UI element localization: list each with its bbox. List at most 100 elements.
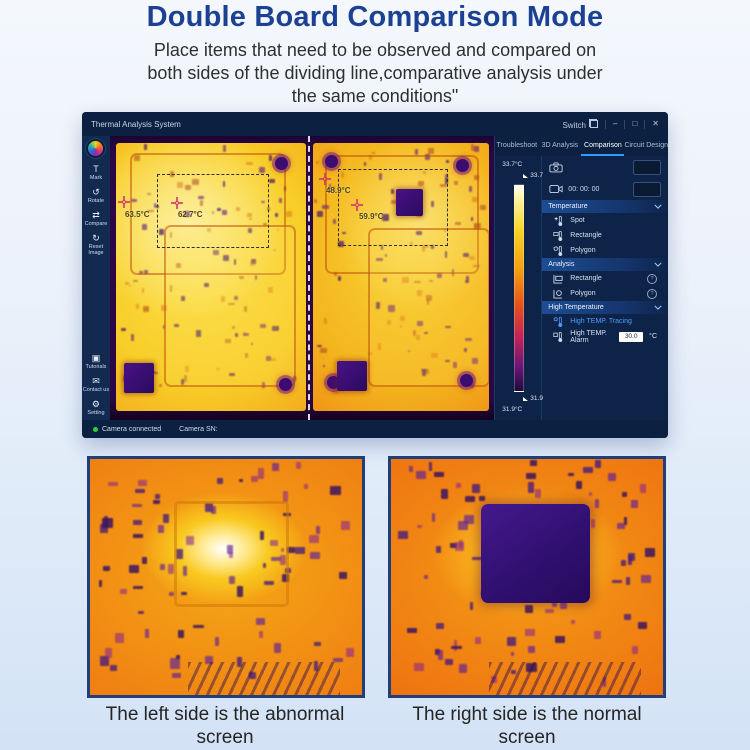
snapshot-row xyxy=(542,156,668,178)
window-title: Thermal Analysis System xyxy=(91,119,181,129)
pcb-traces xyxy=(488,661,642,695)
temperature-colorbar: 33.7°C 33.7 31.9 31.9°C xyxy=(495,156,543,420)
solder-pad xyxy=(278,378,292,391)
sidebar-item-reset-image[interactable]: ↻ Reset Image xyxy=(88,233,104,257)
envelope-icon: ✉ xyxy=(92,376,100,386)
cool-chip xyxy=(480,503,590,603)
left-rect-temp-label: 62.7°C xyxy=(177,210,203,219)
tab-comparison[interactable]: Comparison xyxy=(581,136,625,156)
dividing-line xyxy=(306,136,311,420)
spot-thermometer-icon xyxy=(554,215,563,226)
section-analysis[interactable]: Analysis xyxy=(542,258,668,271)
record-thumbnail[interactable] xyxy=(633,181,661,197)
sidebar-item-tutorials[interactable]: ▣ Tutorials xyxy=(85,353,107,371)
subtitle-line-2: both sides of the dividing line,comparat… xyxy=(147,63,603,83)
right-spot-crosshair[interactable] xyxy=(318,173,331,185)
alarm-threshold-input[interactable] xyxy=(619,331,644,342)
right-board-thermal-image xyxy=(312,143,490,411)
high-temp-tracing-row[interactable]: High TEMP. Tracing xyxy=(542,314,668,329)
rotate-icon: ↺ xyxy=(92,187,100,197)
tutorials-icon: ▣ xyxy=(91,353,101,363)
analysis-info-icon[interactable]: ? xyxy=(647,273,657,284)
temp-item-polygon[interactable]: Polygon xyxy=(542,243,668,258)
chevron-down-icon xyxy=(654,305,662,310)
analysis-rectangle-icon xyxy=(553,274,563,284)
left-spot-temp-label: 63.5°C xyxy=(124,210,150,219)
solder-pad xyxy=(326,376,340,389)
panel-tabs: Troubleshoot 3D Analysis Comparison Circ… xyxy=(495,136,668,156)
tracing-thermometer-icon xyxy=(554,316,563,327)
left-rect-crosshair[interactable] xyxy=(170,197,183,209)
right-caption: The right side is the normal screen xyxy=(412,704,642,748)
left-caption: The left side is the abnormal screen xyxy=(105,704,345,748)
sidebar-item-rotate[interactable]: ↺ Rotate xyxy=(87,187,105,205)
rectangle-thermometer-icon xyxy=(553,230,563,241)
chevron-down-icon xyxy=(654,262,662,267)
video-record-icon[interactable] xyxy=(549,184,563,194)
maximize-button[interactable]: □ xyxy=(632,119,638,128)
analysis-info-icon[interactable]: ? xyxy=(647,288,657,299)
pcb-chip xyxy=(123,363,154,393)
analysis-polygon-icon xyxy=(553,289,563,299)
section-high-temperature[interactable]: High Temperature xyxy=(542,301,668,314)
thermal-comparison-view: 63.5°C 62.7°C 48.9°C 59.9°C xyxy=(109,136,495,420)
gear-icon: ⚙ xyxy=(91,399,100,409)
solder-pad xyxy=(324,155,338,168)
panel-controls: 00: 00: 00 Temperature Spot xyxy=(541,156,668,420)
normal-screen-thermal-image xyxy=(388,456,666,698)
sidebar-item-setting[interactable]: ⚙ Setting xyxy=(87,399,105,417)
mark-icon: T xyxy=(93,164,99,174)
temp-item-spot[interactable]: Spot xyxy=(542,213,668,228)
right-panel: Troubleshoot 3D Analysis Comparison Circ… xyxy=(494,136,668,420)
left-toolbar: T Mark ↺ Rotate ⇄ Compare ↻ Reset Image xyxy=(82,136,110,420)
section-temperature[interactable]: Temperature xyxy=(542,200,668,213)
switch-button[interactable]: Switch xyxy=(562,118,598,130)
sidebar-item-compare[interactable]: ⇄ Compare xyxy=(84,210,108,228)
tick-triangle-icon xyxy=(523,173,529,178)
tab-circuit-design[interactable]: Circuit Design xyxy=(624,141,669,149)
colorbar-min-tick: 31.9 xyxy=(523,395,543,402)
tab-3d-analysis[interactable]: 3D Analysis xyxy=(541,141,579,149)
colorbar-gradient xyxy=(514,184,525,392)
camera-icon[interactable] xyxy=(549,162,563,173)
alarm-thermometer-icon xyxy=(553,331,563,342)
compare-arrows-icon: ⇄ xyxy=(92,210,100,220)
subtitle-line-1: Place items that need to be observed and… xyxy=(153,40,597,60)
tab-troubleshoot[interactable]: Troubleshoot xyxy=(496,141,538,149)
temp-item-rectangle[interactable]: Rectangle xyxy=(542,228,668,243)
polygon-thermometer-icon xyxy=(553,245,563,256)
chevron-down-icon xyxy=(654,204,662,209)
left-board-thermal-image xyxy=(115,143,306,411)
pcb-traces xyxy=(187,661,341,695)
switch-windows-icon xyxy=(589,118,598,128)
tick-triangle-icon xyxy=(523,396,529,401)
solder-pad xyxy=(456,159,470,172)
record-row: 00: 00: 00 xyxy=(542,178,668,200)
sidebar-item-contact-us[interactable]: ✉ Contact us xyxy=(82,376,110,394)
palette-icon[interactable] xyxy=(88,141,104,156)
reset-icon: ↻ xyxy=(92,233,100,243)
snapshot-thumbnail[interactable] xyxy=(633,159,661,175)
page-title: Double Board Comparison Mode xyxy=(146,1,604,33)
close-button[interactable]: ✕ xyxy=(652,119,659,128)
minimize-button[interactable]: – xyxy=(613,119,618,128)
pcb-chip xyxy=(395,189,423,216)
sidebar-item-mark[interactable]: T Mark xyxy=(89,164,103,182)
record-timer: 00: 00: 00 xyxy=(568,185,600,193)
divider xyxy=(644,119,646,129)
analysis-item-polygon[interactable]: Polygon ? xyxy=(542,286,668,301)
divider xyxy=(624,119,626,129)
analysis-item-rectangle[interactable]: Rectangle ? xyxy=(542,271,668,286)
camera-sn: Camera SN: xyxy=(179,425,218,433)
right-measure-rectangle[interactable] xyxy=(337,169,448,246)
colorbar-max-label: 33.7°C xyxy=(502,161,523,168)
left-spot-crosshair[interactable] xyxy=(117,196,130,208)
colorbar-max-tick: 33.7 xyxy=(523,172,543,179)
alarm-unit: °C xyxy=(649,333,657,340)
high-temp-alarm-row: High TEMP. Alarm °C xyxy=(542,329,668,344)
right-rect-crosshair[interactable] xyxy=(350,199,363,211)
left-measure-rectangle[interactable] xyxy=(156,174,269,248)
thermal-app-window: Thermal Analysis System Switch – □ ✕ T M… xyxy=(82,112,668,438)
solder-pad xyxy=(460,374,474,387)
